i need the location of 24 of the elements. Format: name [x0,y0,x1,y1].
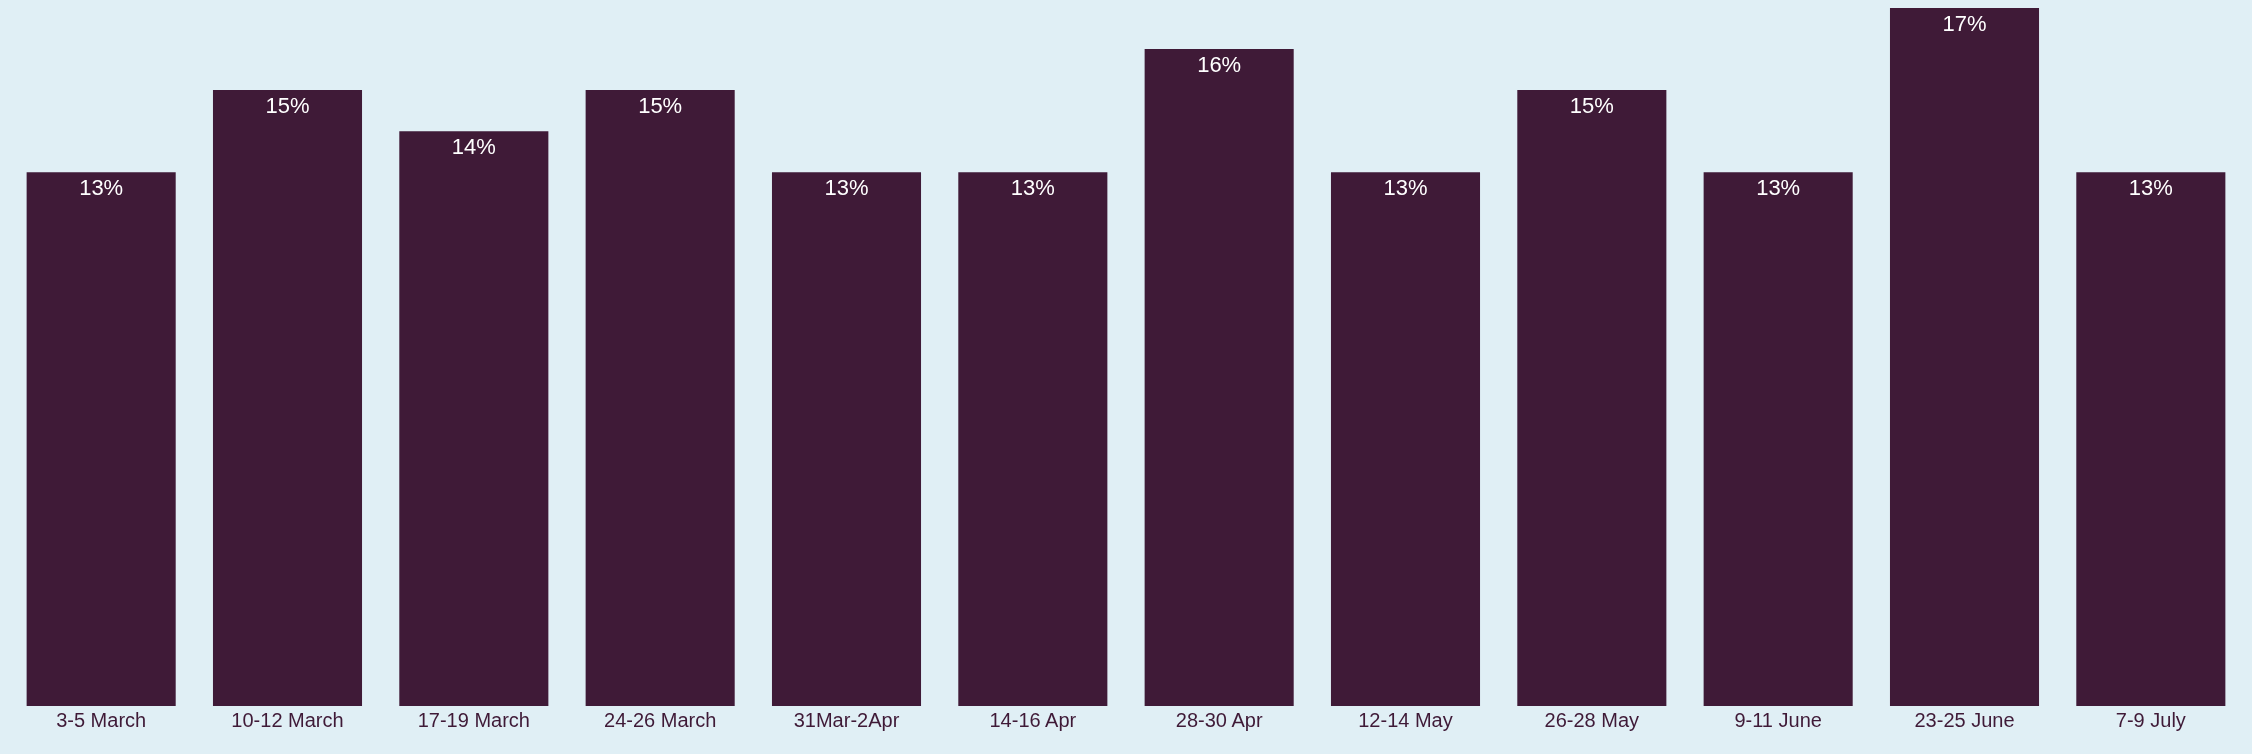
x-tick-label: 9-11 June [1734,709,1822,731]
x-tick-label: 3-5 March [56,709,147,731]
x-tick-label: 28-30 Apr [1175,709,1263,731]
x-tick-label: 31Mar-2Apr [793,709,900,731]
data-label: 15% [265,93,310,119]
x-tick-label: 17-19 March [417,709,530,731]
data-label: 15% [1569,93,1614,119]
data-label: 13% [1756,175,1801,201]
x-tick-label: 14-16 Apr [989,709,1077,731]
data-label: 13% [2128,175,2173,201]
data-label: 13% [1010,175,1055,201]
x-tick-label: 7-9 July [2115,709,2186,731]
data-label: 16% [1197,52,1242,78]
data-label: 17% [1942,11,1987,36]
x-tick-label: 10-12 March [231,709,344,731]
x-tick-label: 26-28 May [1544,709,1640,731]
data-label: 13% [1383,175,1428,201]
data-label: 15% [638,93,683,119]
x-tick-label: 23-25 June [1914,709,2015,731]
x-tick-label: 12-14 May [1358,709,1453,731]
x-tick-label: 24-26 March [604,709,717,731]
data-label: 13% [824,175,869,201]
data-label: 14% [451,134,496,160]
data-label: 13% [79,175,124,201]
